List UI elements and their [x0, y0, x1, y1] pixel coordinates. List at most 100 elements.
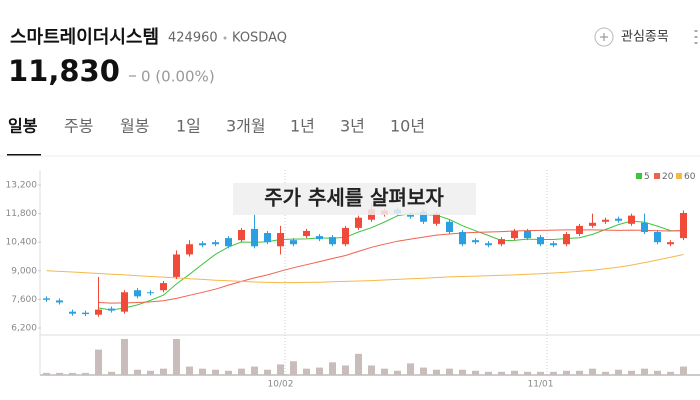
candle-body: [173, 254, 180, 277]
watch-plus: [600, 33, 608, 41]
watch-button[interactable]: 관심종목: [621, 30, 669, 45]
y-tick-label: 7,600: [11, 295, 37, 305]
legend-label: 60: [684, 172, 696, 182]
candle-body: [550, 243, 557, 246]
volume-bar: [238, 368, 245, 375]
ma-line: [46, 254, 684, 284]
candle-body: [56, 300, 63, 303]
candle-body: [420, 211, 427, 222]
legend-swatch: [636, 173, 642, 179]
candle-body: [147, 292, 154, 294]
candle-body: [667, 242, 674, 245]
tab[interactable]: 일봉: [8, 117, 38, 136]
volume-bar: [615, 369, 622, 375]
y-tick-label: 6,200: [11, 324, 37, 334]
volume-bar: [420, 367, 427, 375]
separator-dot: [223, 36, 227, 40]
candle-body: [355, 217, 362, 228]
volume-bar: [602, 371, 609, 375]
stock-code: 424960: [168, 31, 218, 46]
volume-bar: [563, 370, 570, 375]
candle-body: [563, 234, 570, 245]
market: KOSDAQ: [232, 31, 287, 46]
volume-bar: [69, 372, 76, 375]
candle-body: [69, 311, 76, 314]
volume-bar: [368, 365, 375, 375]
candle-body: [82, 312, 89, 315]
volume-bar: [277, 364, 284, 375]
volume-bar: [43, 372, 50, 375]
candle-body: [654, 231, 661, 243]
volume-bar: [680, 366, 687, 375]
tab[interactable]: 월봉: [120, 117, 149, 136]
volume-bar: [199, 368, 206, 375]
candle-body: [628, 215, 635, 224]
candle-body: [277, 233, 284, 247]
volume-bar: [524, 371, 531, 375]
legend-swatch: [676, 173, 682, 179]
volume-bar: [225, 370, 232, 375]
annotation: 주가 추세를 살펴보자: [264, 186, 444, 210]
volume-bar: [303, 368, 310, 375]
candle-body: [238, 229, 245, 241]
stock-name: 스마트레이더시스템: [10, 27, 159, 48]
change: 0 (0.00%): [141, 68, 215, 86]
candle-body: [537, 237, 544, 245]
volume-bar: [160, 368, 167, 375]
volume-bar: [628, 370, 635, 375]
candle-body: [95, 309, 102, 315]
volume-bar: [173, 339, 180, 375]
candle-body: [303, 230, 310, 237]
ma-line: [98, 213, 684, 311]
volume-bar: [667, 371, 674, 375]
price: 11,830: [8, 54, 120, 88]
annotation-box: [233, 183, 476, 215]
tab[interactable]: 1년: [290, 117, 315, 136]
volume-bar: [511, 370, 518, 375]
candle-body: [602, 219, 609, 222]
ma-line: [98, 229, 684, 304]
candle-body: [186, 244, 193, 255]
volume-bar: [459, 369, 466, 375]
candle-body: [472, 240, 479, 243]
volume-bar: [589, 368, 596, 375]
volume-bar: [472, 370, 479, 375]
watch-icon[interactable]: [594, 27, 614, 47]
candle-body: [524, 230, 531, 239]
candle-body: [199, 243, 206, 246]
candle-body: [459, 231, 466, 245]
candle-body: [576, 225, 583, 235]
candle-body: [43, 298, 50, 300]
legend-swatch: [654, 173, 660, 179]
volume-bar: [56, 372, 63, 375]
x-tick-label: 10/02: [268, 380, 294, 390]
y-tick-label: 11,800: [6, 209, 38, 219]
volume-bar: [485, 371, 492, 375]
tab[interactable]: 3개월: [226, 117, 266, 136]
candle-body: [433, 213, 440, 224]
tab[interactable]: 주봉: [64, 117, 93, 136]
volume-bar: [121, 339, 128, 375]
tab[interactable]: 1일: [176, 117, 201, 136]
tab[interactable]: 10년: [390, 117, 425, 136]
volume-bar: [355, 353, 362, 375]
candle-body: [108, 308, 115, 311]
candle-body: [264, 233, 271, 243]
volume-bar: [446, 368, 453, 375]
y-tick-label: 13,200: [6, 181, 38, 191]
volume-bar: [498, 371, 505, 375]
volume-bar: [550, 371, 557, 375]
x-tick-label: 11/01: [528, 380, 554, 390]
candle-body: [121, 292, 128, 312]
volume-bar: [251, 366, 258, 375]
volume-bar: [147, 370, 154, 375]
volume-bar: [576, 370, 583, 375]
volume-bar: [433, 369, 440, 375]
tab[interactable]: 3년: [340, 117, 365, 136]
candle-body: [641, 222, 648, 232]
volume-bar: [407, 363, 414, 375]
y-tick-label: 10,400: [6, 238, 38, 248]
volume-bar: [394, 370, 401, 375]
legend-label: 20: [662, 172, 674, 182]
